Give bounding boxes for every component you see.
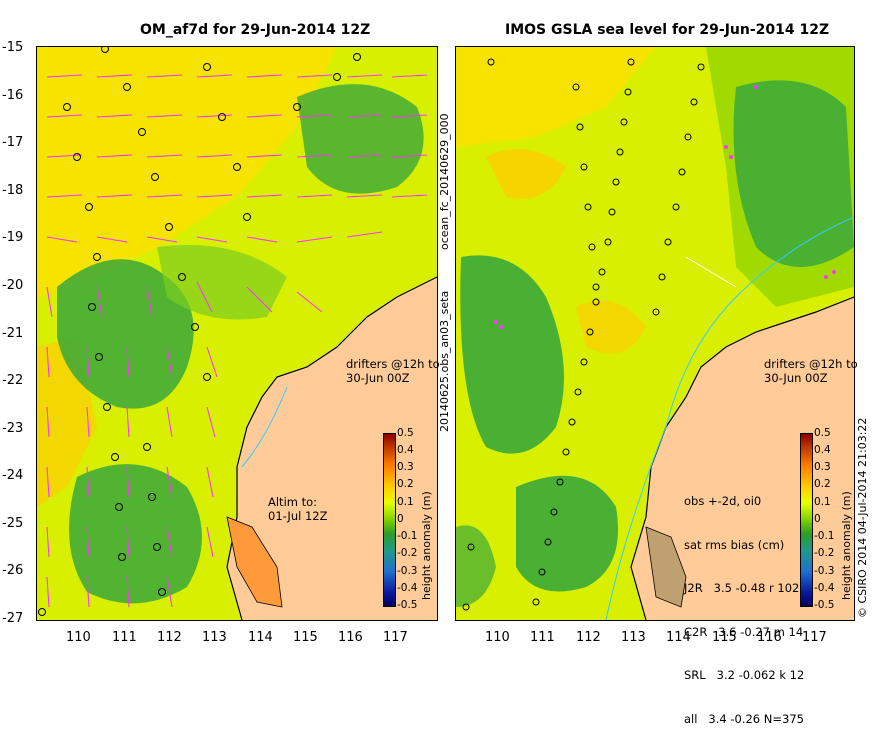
colorbar-left [383,433,396,607]
lat-tick: -24 [2,468,24,483]
cbar-tick: 0.1 [814,496,831,508]
drifters-line: 30-Jun 00Z [764,371,828,385]
drifters-line: 30-Jun 00Z [346,371,410,385]
lat-tick: -23 [2,421,24,436]
lat-tick: -17 [2,135,24,150]
drifters-line: drifters @12h to [346,357,440,371]
lat-tick: -15 [2,40,24,55]
credit-label: © CSIRO 2014 04-Jul-2014 21:03:22 [856,417,869,618]
lon-tick-left: 115 [293,630,318,645]
cbar-tick: -0.4 [397,582,418,594]
lon-tick-right: 112 [576,630,601,645]
cbar-tick: 0 [397,513,404,525]
lon-tick-left: 110 [66,630,91,645]
lat-tick: -22 [2,373,24,388]
cbar-tick: -0.5 [814,599,835,611]
left-map [36,46,438,621]
stats-line: all 3.4 -0.26 N=375 [684,711,804,726]
altim-note: Altim to: 01-Jul 12Z [268,495,327,523]
left-map-graphic [37,47,437,620]
right-map-graphic [456,47,854,620]
lon-tick-left: 113 [202,630,227,645]
cbar-tick: 0.5 [397,427,414,439]
cbar-tick: -0.3 [814,565,835,577]
colorbar-left-label: height anomaly (m) [420,491,433,600]
stats-line: obs +-2d, oi0 [684,494,762,508]
sat-stats: obs +-2d, oi0 sat rms bias (cm) J2R 3.5 … [684,465,804,741]
cbar-tick: -0.1 [397,530,418,542]
lon-tick-left: 116 [338,630,363,645]
stats-line: sat rms bias (cm) [684,537,785,552]
cbar-tick: -0.1 [814,530,835,542]
lat-tick: -27 [2,611,24,626]
cbar-tick: 0.4 [814,444,831,456]
cbar-tick: 0.2 [397,478,414,490]
cbar-tick: -0.4 [814,582,835,594]
obs-file-label: 20140625.obs_an03_seta [438,290,451,432]
cbar-tick: -0.2 [814,547,835,559]
lat-tick: -26 [2,563,24,578]
colorbar-right-label: height anomaly (m) [840,491,853,600]
lon-tick-left: 117 [383,630,408,645]
cbar-tick: 0.3 [397,461,414,473]
lon-tick-right: 111 [530,630,555,645]
colorbar-right [800,433,813,607]
cbar-tick: 0 [814,513,821,525]
right-drifters-note: drifters @12h to 30-Jun 00Z [764,357,858,385]
left-drifters-note: drifters @12h to 30-Jun 00Z [346,357,440,385]
lat-tick: -19 [2,230,24,245]
stats-line: SRL 3.2 -0.062 k 12 [684,668,805,682]
cbar-tick: -0.5 [397,599,418,611]
lon-tick-right: 110 [485,630,510,645]
lat-tick: -25 [2,516,24,531]
lon-tick-left: 111 [112,630,137,645]
lat-tick: -21 [2,326,24,341]
left-panel-title: OM_af7d for 29-Jun-2014 12Z [140,22,371,38]
lat-tick: -18 [2,183,24,198]
lon-tick-right: 114 [666,630,691,645]
forecast-file-label: ocean_fc_20140629_000 [438,113,451,250]
right-map [455,46,855,621]
lon-tick-right: 117 [802,630,827,645]
lon-tick-left: 114 [248,630,273,645]
cbar-tick: -0.3 [397,565,418,577]
cbar-tick: 0.1 [397,496,414,508]
altim-line: Altim to: [268,495,318,509]
drifters-line: drifters @12h to [764,357,858,371]
cbar-tick: -0.2 [397,547,418,559]
cbar-tick: 0.2 [814,478,831,490]
cbar-tick: 0.4 [397,444,414,456]
lat-tick: -20 [2,278,24,293]
cbar-tick: 0.3 [814,461,831,473]
altim-line: 01-Jul 12Z [268,509,328,523]
lon-tick-right: 113 [621,630,646,645]
stats-line: C2R 3.6 -0.27 m 14 [684,624,804,639]
right-panel-title: IMOS GSLA sea level for 29-Jun-2014 12Z [505,22,830,38]
stats-line: J2R 3.5 -0.48 r 102 [684,581,800,595]
lat-tick: -16 [2,88,24,103]
lon-tick-left: 112 [157,630,182,645]
lon-tick-right: 115 [712,630,737,645]
cbar-tick: 0.5 [814,427,831,439]
lon-tick-right: 116 [757,630,782,645]
